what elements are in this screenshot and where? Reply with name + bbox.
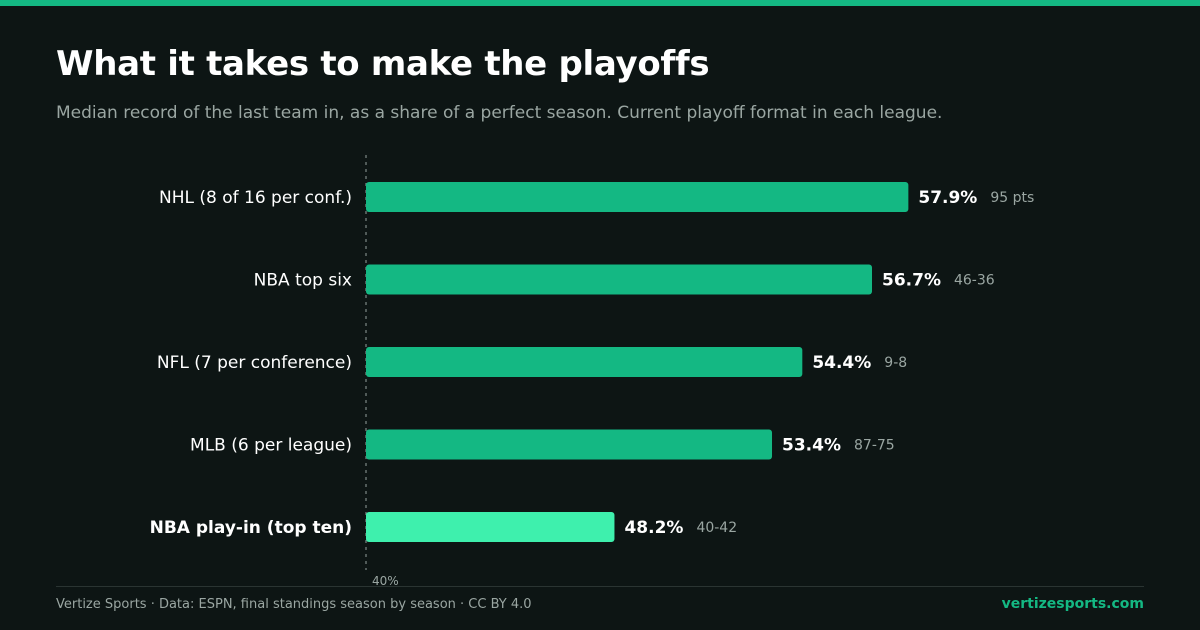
footer-source: Vertize Sports · Data: ESPN, final stand…	[56, 597, 532, 612]
record-label: 40-42	[696, 520, 737, 536]
value-label: 53.4%	[782, 436, 841, 456]
category-label: NBA top six	[254, 271, 352, 291]
baseline-tick-label: 40%	[372, 574, 399, 588]
page-title: What it takes to make the playoffs	[56, 44, 710, 84]
record-label: 9-8	[884, 355, 907, 371]
page-subtitle: Median record of the last team in, as a …	[56, 103, 943, 123]
bar	[366, 182, 909, 212]
top-accent-bar	[0, 0, 1200, 6]
bar	[366, 429, 773, 460]
record-label: 46-36	[954, 273, 995, 289]
bar	[366, 264, 873, 295]
value-label: 48.2%	[624, 518, 683, 538]
category-label: NFL (7 per conference)	[157, 353, 352, 373]
bar	[366, 512, 615, 542]
bar	[366, 347, 803, 377]
category-label: MLB (6 per league)	[190, 436, 352, 456]
category-label: NHL (8 of 16 per conf.)	[159, 188, 352, 208]
value-label: 56.7%	[882, 271, 941, 291]
footer-divider	[56, 586, 1144, 587]
value-label: 57.9%	[918, 188, 977, 208]
record-label: 95 pts	[990, 190, 1034, 206]
value-label: 54.4%	[812, 353, 871, 373]
record-label: 87-75	[854, 438, 895, 454]
footer-site-link[interactable]: vertizesports.com	[1001, 596, 1144, 612]
category-label: NBA play-in (top ten)	[150, 518, 352, 538]
